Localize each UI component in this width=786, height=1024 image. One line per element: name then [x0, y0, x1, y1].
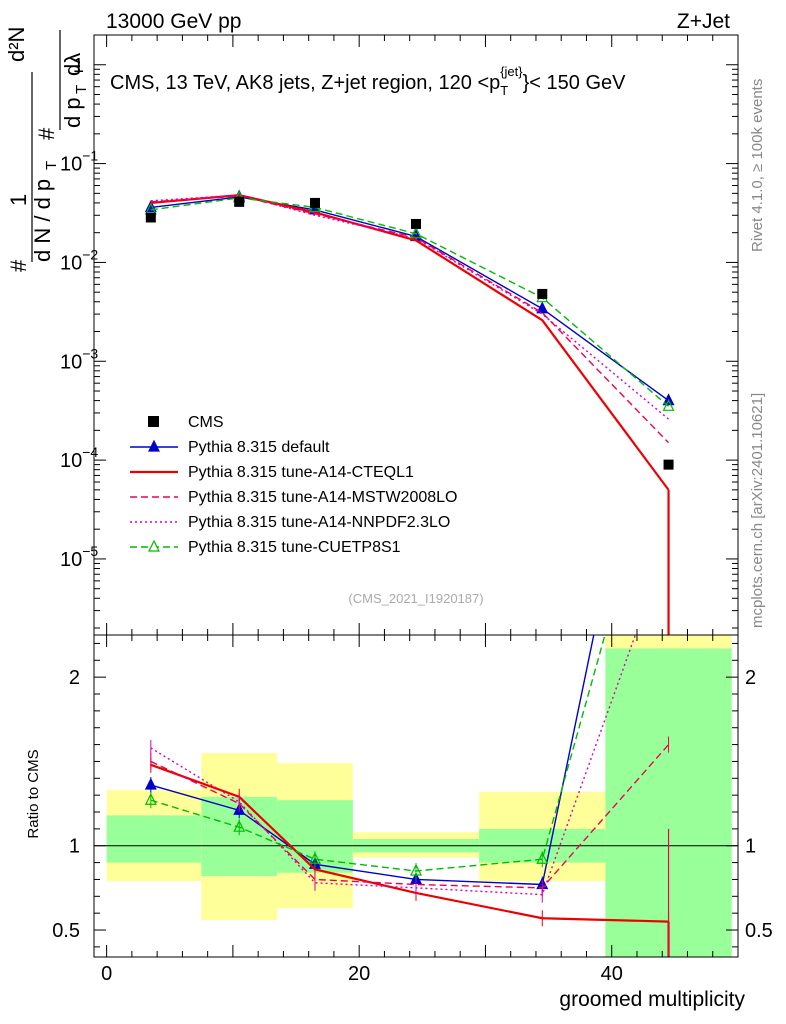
- y-tick-label-exponent: −2: [82, 246, 98, 262]
- legend-marker: [148, 539, 160, 552]
- legend: CMS Pythia 8.315 default Pythia 8.315 tune…: [130, 414, 457, 556]
- cms-data-points: [145, 196, 674, 470]
- series-line-top: [150, 197, 670, 407]
- svg-text:d p: d p: [60, 97, 85, 128]
- series-line-ratio: [150, 635, 637, 896]
- y-tick-label-base: 10: [60, 252, 82, 274]
- header-left: 13000 GeV pp: [106, 10, 241, 33]
- y-tick-label-base: 10: [60, 549, 82, 571]
- y-tick-label-top: 10−3: [60, 345, 98, 373]
- y-tick-label-top: 1: [73, 55, 84, 77]
- cms-data-point: [663, 459, 674, 470]
- legend-marker-cms: [148, 416, 159, 427]
- side-label-rivet: Rivet 4.1.0, ≥ 100k events: [749, 79, 766, 252]
- y-tick-label-base: 10: [60, 450, 82, 472]
- series-line-top: [150, 195, 670, 444]
- y-tick-label-exponent: −1: [82, 148, 98, 164]
- legend-label: Pythia 8.315 tune-A14-MSTW2008LO: [188, 489, 457, 506]
- analysis-id: (CMS_2021_I1920187): [348, 591, 483, 606]
- x-tick-label: 20: [348, 963, 370, 985]
- title-subscript: T: [500, 83, 508, 98]
- series-line-ratio: [150, 635, 595, 886]
- y-tick-label-top: 10−4: [60, 444, 98, 472]
- x-tick-label: 0: [101, 963, 112, 985]
- y-tick-label-top: 10−1: [60, 148, 98, 176]
- svg-text:d²N: d²N: [4, 27, 29, 62]
- ratio-panel-series: [144, 635, 670, 957]
- top-panel-series: [144, 189, 675, 635]
- y-tick-label-base: 10: [60, 154, 82, 176]
- y-tick-label-ratio: 1: [69, 836, 80, 858]
- series-marker-top: [662, 398, 675, 411]
- svg-text:CMS, 13 TeV, AK8 jets, Z+jet r: CMS, 13 TeV, AK8 jets, Z+jet region, 120…: [110, 64, 626, 98]
- y-tick-label-exponent: −5: [82, 543, 98, 559]
- ratio-uncertainty-bands: [106, 635, 732, 957]
- cms-data-point: [411, 218, 421, 229]
- svg-text:T: T: [73, 85, 90, 94]
- title-superscript: {jet}: [500, 64, 523, 79]
- legend-label: Pythia 8.315 tune-A14-NNPDF2.3LO: [188, 514, 450, 531]
- y-tick-label-ratio: 2: [69, 667, 80, 689]
- y-tick-label-exponent: −4: [82, 444, 98, 460]
- cms-data-point: [234, 196, 245, 207]
- legend-marker: [148, 439, 160, 452]
- ratio-panel-frame: [93, 634, 739, 958]
- series-line-ratio: [150, 635, 606, 872]
- cms-data-point: [537, 288, 548, 299]
- title-end: }< 150 GeV: [523, 72, 627, 94]
- y-tick-label-base: 10: [60, 351, 82, 373]
- svg-text:dλ: dλ: [60, 53, 85, 76]
- legend-label: Pythia 8.315 tune-A14-CTEQL1: [188, 464, 414, 481]
- svg-text:d N / d p: d N / d p: [30, 179, 55, 262]
- svg-text:T: T: [43, 161, 60, 170]
- y-tick-label-ratio: 0.5: [52, 920, 80, 942]
- plot-title: CMS, 13 TeV, AK8 jets, Z+jet region, 120…: [110, 64, 626, 98]
- side-label-mcplots: mcplots.cern.ch [arXiv:2401.10621]: [749, 393, 766, 628]
- y-tick-label-ratio-right: 1: [745, 836, 756, 858]
- cms-data-point: [309, 197, 320, 208]
- series-line-top: [150, 193, 670, 491]
- svg-text:#: #: [6, 259, 31, 272]
- series-line-top: [150, 196, 669, 402]
- cms-data-point: [145, 212, 156, 223]
- header-right: Z+Jet: [677, 10, 730, 33]
- y-tick-label-exponent: −3: [82, 345, 98, 361]
- y-axis-label-ratio: Ratio to CMS: [25, 749, 42, 838]
- y-tick-label-ratio-right: 2: [745, 667, 756, 689]
- y-tick-label-top: 10−5: [60, 543, 98, 571]
- series-marker-top: [410, 226, 422, 239]
- series-line-ratio: [150, 763, 669, 923]
- legend-label-cms: CMS: [188, 414, 224, 431]
- legend-label: Pythia 8.315 tune-CUETP8S1: [188, 539, 401, 556]
- svg-text:1: 1: [6, 194, 31, 206]
- y-axis-label-top: # 1 d N / d p T d²N # d p T dλ: [4, 27, 90, 272]
- title-main: CMS, 13 TeV, AK8 jets, Z+jet region, 120…: [110, 72, 500, 94]
- y-tick-label-top: 10−2: [60, 246, 98, 274]
- series-line-top: [150, 194, 669, 420]
- series-line-ratio: [150, 744, 670, 889]
- legend-label: Pythia 8.315 default: [188, 439, 330, 456]
- ratio-band-inner: [106, 815, 202, 863]
- x-axis-label: groomed multiplicity: [559, 988, 745, 1011]
- x-tick-label: 40: [601, 963, 623, 985]
- svg-text:#: #: [34, 127, 59, 140]
- y-tick-label-base: 1: [73, 55, 84, 77]
- series-marker-top: [536, 301, 549, 314]
- y-tick-label-ratio-right: 0.5: [745, 920, 773, 942]
